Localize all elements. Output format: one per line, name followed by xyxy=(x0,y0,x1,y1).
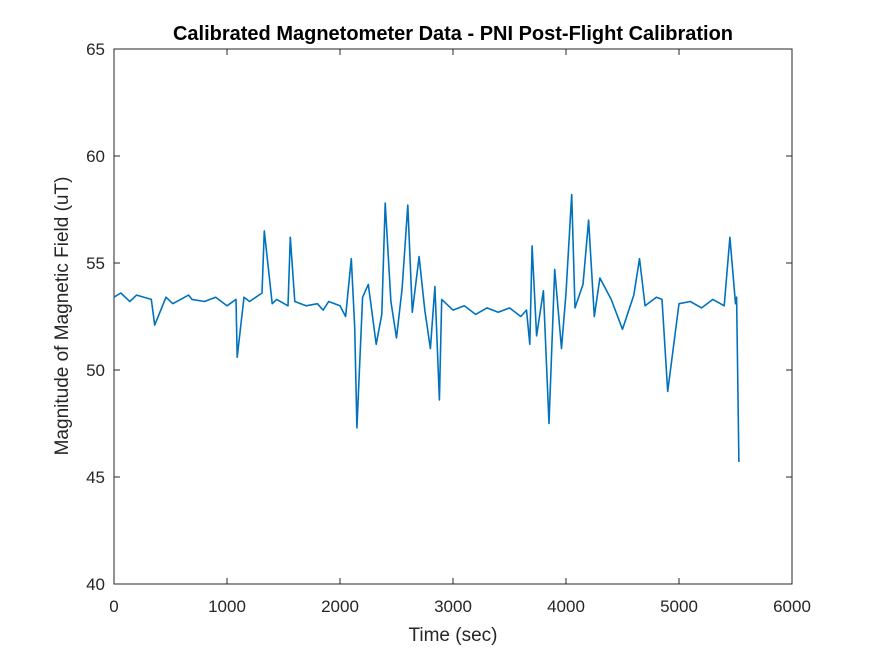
y-axis-label: Magnitude of Magnetic Field (uT) xyxy=(52,177,73,456)
x-axis: 0 1000 2000 3000 4000 5000 6000 xyxy=(109,49,811,616)
y-tick-label: 45 xyxy=(86,468,105,487)
y-tick-label: 55 xyxy=(86,254,105,273)
x-tick-label: 6000 xyxy=(773,597,811,616)
y-tick-label: 50 xyxy=(86,361,105,380)
x-tick-label: 2000 xyxy=(321,597,359,616)
y-tick-label: 65 xyxy=(86,40,105,59)
x-tick-label: 4000 xyxy=(547,597,585,616)
y-tick-label: 40 xyxy=(86,575,105,594)
data-layer xyxy=(113,193,740,463)
x-tick-label: 1000 xyxy=(208,597,246,616)
x-axis-label: Time (sec) xyxy=(408,625,497,646)
x-tick-label: 5000 xyxy=(660,597,698,616)
axes-box xyxy=(113,48,793,585)
x-tick-label: 0 xyxy=(109,597,118,616)
series-line-0 xyxy=(113,193,740,463)
y-tick-label: 60 xyxy=(86,147,105,166)
chart-title: Calibrated Magnetometer Data - PNI Post-… xyxy=(173,23,733,45)
y-axis: 40 45 50 55 60 65 xyxy=(86,40,792,594)
x-tick-label: 3000 xyxy=(434,597,472,616)
